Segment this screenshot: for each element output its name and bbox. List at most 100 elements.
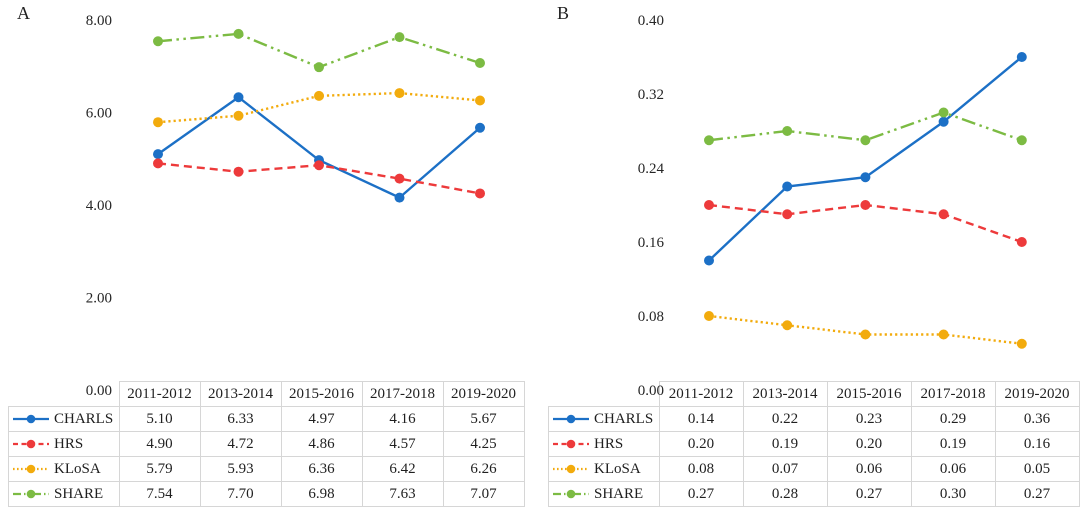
- value-cell: 0.36: [994, 406, 1080, 432]
- value-cell: 0.05: [994, 456, 1080, 482]
- table-row-hrs: HRS 4.90 4.72 4.86 4.57 4.25: [8, 431, 525, 457]
- value-cell: 4.25: [442, 431, 525, 457]
- series-name-label: KLoSA: [54, 461, 101, 477]
- year-column-header: 2015-2016: [280, 381, 363, 407]
- value-cell: 0.08: [658, 456, 744, 482]
- series-line-charls: [708, 56, 1023, 262]
- year-column-header: 2013-2014: [199, 381, 282, 407]
- legend-cell-share: SHARE: [548, 481, 660, 507]
- year-column-header: 2017-2018: [910, 381, 996, 407]
- panel-a: A 8.00 6.00 4.00 2.00 0.00 2011-2012 2013-201…: [8, 3, 525, 507]
- legend-cell-charls: CHARLS: [8, 406, 120, 432]
- value-cell: 7.63: [361, 481, 444, 507]
- y-axis-tick-label: 0.08: [638, 309, 664, 325]
- legend-marker: [566, 439, 576, 449]
- legend-line-sample-klosa: [13, 464, 49, 474]
- value-cell: 7.07: [442, 481, 525, 507]
- legend-marker: [566, 414, 576, 424]
- data-point-marker-hrs: [314, 160, 324, 171]
- year-column-header: 2011-2012: [118, 381, 201, 407]
- value-cell: 4.86: [280, 431, 363, 457]
- y-axis-tick-label: 2.00: [86, 291, 112, 307]
- table-row-charls: CHARLS 5.10 6.33 4.97 4.16 5.67: [8, 406, 525, 432]
- table-row-klosa: KLoSA 0.08 0.07 0.06 0.06 0.05: [548, 456, 1080, 482]
- data-point-marker-share: [475, 58, 485, 69]
- value-cell: 6.33: [199, 406, 282, 432]
- y-axis-tick-label: 6.00: [86, 106, 112, 122]
- data-point-marker-share: [860, 135, 871, 146]
- value-cell: 0.27: [826, 481, 912, 507]
- data-point-marker-klosa: [314, 90, 324, 101]
- legend-line-sample-hrs: [13, 439, 49, 449]
- series-name-label: CHARLS: [594, 411, 654, 427]
- data-table-a: 2011-2012 2013-2014 2015-2016 2017-2018 2019…: [8, 381, 525, 507]
- value-cell: 0.16: [994, 431, 1080, 457]
- data-point-marker-hrs: [394, 173, 405, 184]
- series-line-klosa: [708, 314, 1022, 345]
- table-corner-spacer: [549, 382, 660, 407]
- value-cell: 0.20: [826, 431, 912, 457]
- data-point-marker-klosa: [233, 110, 244, 121]
- value-cell: 7.70: [199, 481, 282, 507]
- legend-line-sample-klosa: [553, 464, 589, 474]
- value-cell: 5.67: [442, 406, 525, 432]
- table-row-share: SHARE 7.54 7.70 6.98 7.63 7.07: [8, 481, 525, 507]
- table-row-share: SHARE 0.27 0.28 0.27 0.30 0.27: [548, 481, 1080, 507]
- value-cell: 0.19: [742, 431, 828, 457]
- data-point-marker-charls: [938, 116, 949, 127]
- series-name-label: SHARE: [54, 486, 104, 502]
- series-line-charls: [157, 95, 481, 200]
- value-cell: 6.98: [280, 481, 363, 507]
- data-point-marker-klosa: [782, 320, 793, 331]
- legend-line-sample-share: [553, 489, 589, 499]
- value-cell: 0.27: [658, 481, 744, 507]
- legend-line-sample-charls: [553, 414, 589, 424]
- value-cell: 0.27: [994, 481, 1080, 507]
- value-cell: 0.23: [826, 406, 912, 432]
- table-row-charls: CHARLS 0.14 0.22 0.23 0.29 0.36: [548, 406, 1080, 432]
- value-cell: 4.16: [361, 406, 444, 432]
- value-cell: 4.97: [280, 406, 363, 432]
- series-name-label: CHARLS: [54, 411, 114, 427]
- data-point-marker-charls: [314, 155, 324, 166]
- series-name-label: HRS: [54, 436, 84, 452]
- table-row-klosa: KLoSA 5.79 5.93 6.36 6.42 6.26: [8, 456, 525, 482]
- legend-marker: [26, 464, 36, 474]
- value-cell: 4.72: [199, 431, 282, 457]
- legend-cell-charls: CHARLS: [548, 406, 660, 432]
- value-cell: 4.57: [361, 431, 444, 457]
- data-point-marker-charls: [153, 149, 163, 160]
- data-point-marker-hrs: [704, 200, 714, 210]
- value-cell: 5.79: [118, 456, 201, 482]
- year-column-header: 2017-2018: [361, 381, 444, 407]
- value-cell: 0.06: [826, 456, 912, 482]
- value-cell: 6.42: [361, 456, 444, 482]
- legend-cell-hrs: HRS: [8, 431, 120, 457]
- data-point-marker-hrs: [475, 188, 485, 199]
- panel-b-label: B: [557, 3, 570, 23]
- data-point-marker-hrs: [1016, 237, 1027, 247]
- data-point-marker-charls: [475, 122, 485, 133]
- year-column-header: 2019-2020: [994, 381, 1080, 407]
- value-cell: 0.30: [910, 481, 996, 507]
- y-axis-tick-label: 0.40: [638, 13, 664, 29]
- table-corner-spacer: [9, 382, 120, 407]
- value-cell: 0.28: [742, 481, 828, 507]
- value-cell: 0.22: [742, 406, 828, 432]
- data-point-marker-share: [314, 62, 324, 73]
- data-point-marker-klosa: [394, 88, 405, 99]
- data-point-marker-share: [1016, 135, 1027, 146]
- data-point-marker-charls: [860, 172, 871, 183]
- data-point-marker-klosa: [153, 117, 163, 128]
- data-point-marker-hrs: [938, 209, 949, 220]
- legend-marker: [26, 489, 36, 499]
- legend-cell-klosa: KLoSA: [8, 456, 120, 482]
- series-line-hrs: [708, 203, 1023, 244]
- year-column-header: 2015-2016: [826, 381, 912, 407]
- value-cell: 0.14: [658, 406, 744, 432]
- data-point-marker-charls: [1016, 52, 1027, 62]
- data-point-marker-klosa: [704, 311, 714, 321]
- data-point-marker-charls: [704, 255, 714, 266]
- panel-b: B 0.40 0.32 0.24 0.16 0.08 0.00 2011-2012 2013…: [540, 0, 1080, 512]
